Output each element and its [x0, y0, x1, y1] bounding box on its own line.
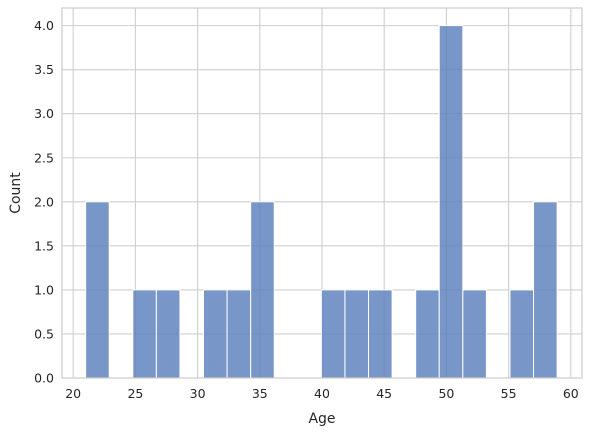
- histogram-bar: [344, 289, 370, 379]
- histogram-bar: [226, 289, 252, 379]
- y-tick-label: 1.0: [34, 282, 54, 297]
- histogram-bar: [509, 289, 535, 379]
- histogram-bar: [85, 201, 110, 379]
- histogram-bar: [250, 201, 275, 379]
- x-tick-label: 35: [252, 386, 268, 401]
- y-tick-labels: 0.0 0.5 1.0 1.5 2.0 2.5 3.0 3.5 4.0: [34, 18, 54, 385]
- x-tick-label: 45: [376, 386, 392, 401]
- histogram-bar: [462, 289, 487, 379]
- plot-frame: [61, 7, 583, 379]
- histogram-bar: [132, 289, 157, 379]
- x-tick-label: 30: [190, 386, 206, 401]
- y-tick-label: 0.0: [34, 371, 54, 386]
- histogram-bar: [155, 289, 181, 379]
- x-tick-label: 25: [127, 386, 143, 401]
- x-tick-labels: 20 25 30 35 40 45 50 55 60: [65, 386, 579, 401]
- y-tick-label: 3.5: [34, 62, 54, 77]
- x-tick-label: 60: [563, 386, 579, 401]
- histogram-bar: [203, 289, 228, 379]
- x-tick-label: 50: [438, 386, 454, 401]
- x-tick-label: 20: [65, 386, 81, 401]
- y-tick-label: 4.0: [34, 18, 54, 33]
- x-tick-label: 55: [501, 386, 517, 401]
- y-tick-label: 3.0: [34, 106, 54, 121]
- histogram-bar: [438, 25, 464, 379]
- x-axis-label: Age: [308, 411, 335, 427]
- histogram-bar: [533, 201, 558, 379]
- histogram-bars: [85, 25, 558, 379]
- y-axis-label: Count: [8, 172, 24, 214]
- y-tick-label: 2.5: [34, 150, 54, 165]
- y-tick-label: 2.0: [34, 194, 54, 209]
- y-tick-label: 0.5: [34, 326, 54, 341]
- histogram-bar: [368, 289, 393, 379]
- histogram-bar: [415, 289, 440, 379]
- histogram-bar: [320, 289, 346, 379]
- y-tick-label: 1.5: [34, 238, 54, 253]
- x-tick-label: 40: [314, 386, 330, 401]
